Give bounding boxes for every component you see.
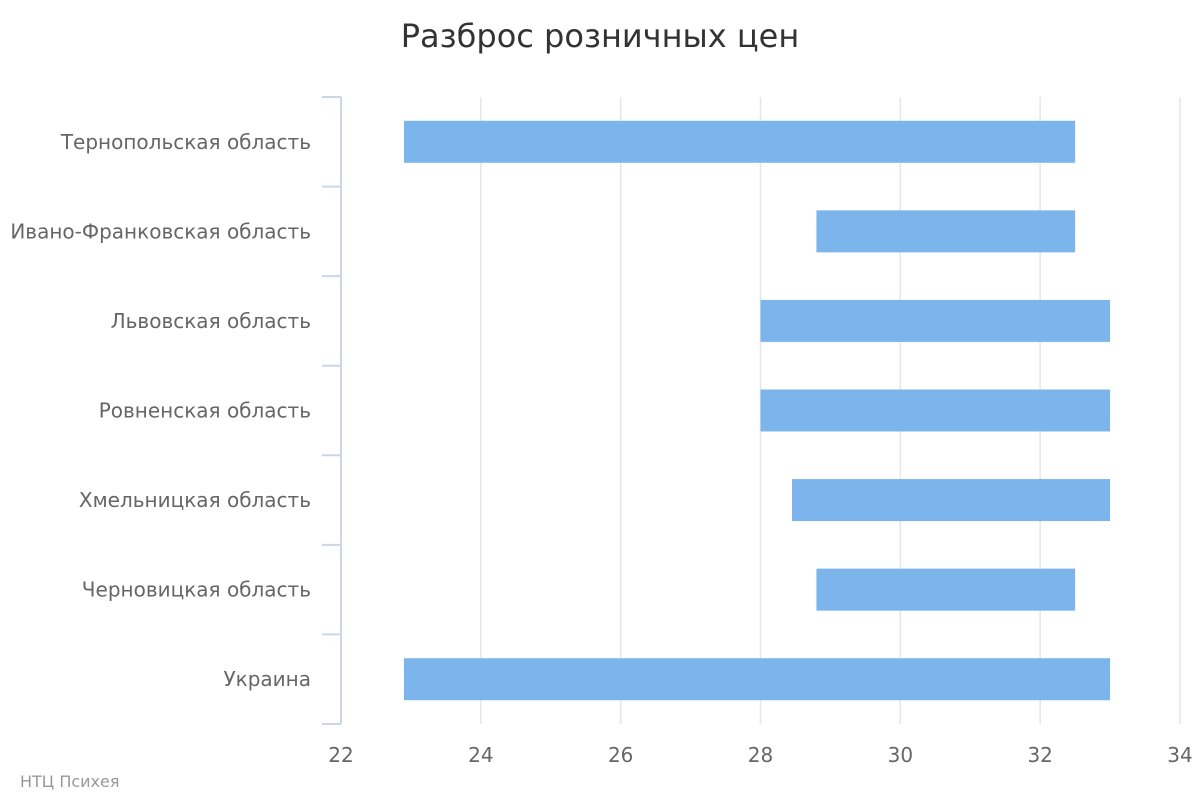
x-tick-label: 28 <box>748 743 773 767</box>
bar-7[interactable] <box>403 658 1111 701</box>
bar-6[interactable] <box>816 568 1076 611</box>
category-label: Тернопольская область <box>60 130 311 154</box>
bar-4[interactable] <box>760 389 1111 432</box>
category-label: Ровненская область <box>99 399 311 423</box>
credit-text: НТЦ Психея <box>20 772 120 791</box>
bar-5[interactable] <box>791 479 1111 522</box>
category-labels: Тернопольская область Ивано-Франковская о… <box>10 130 311 691</box>
category-label: Ивано-Франковская область <box>10 219 311 243</box>
x-tick-label: 32 <box>1027 743 1052 767</box>
category-label: Хмельницкая область <box>79 488 311 512</box>
category-axis <box>322 96 342 725</box>
bars <box>403 120 1111 701</box>
category-label: Черновицкая область <box>82 578 311 602</box>
bar-1[interactable] <box>403 120 1076 163</box>
x-tick-label: 34 <box>1167 743 1192 767</box>
chart-title: Разброс розничных цен <box>401 17 800 55</box>
x-tick-labels: 22 24 26 28 30 32 34 <box>328 743 1192 767</box>
bar-2[interactable] <box>816 210 1076 253</box>
bar-3[interactable] <box>760 299 1111 342</box>
x-tick-label: 26 <box>608 743 633 767</box>
x-tick-label: 22 <box>328 743 353 767</box>
x-tick-label: 24 <box>468 743 493 767</box>
category-label: Львовская область <box>111 309 311 333</box>
category-label: Украина <box>223 667 311 691</box>
x-tick-label: 30 <box>888 743 913 767</box>
